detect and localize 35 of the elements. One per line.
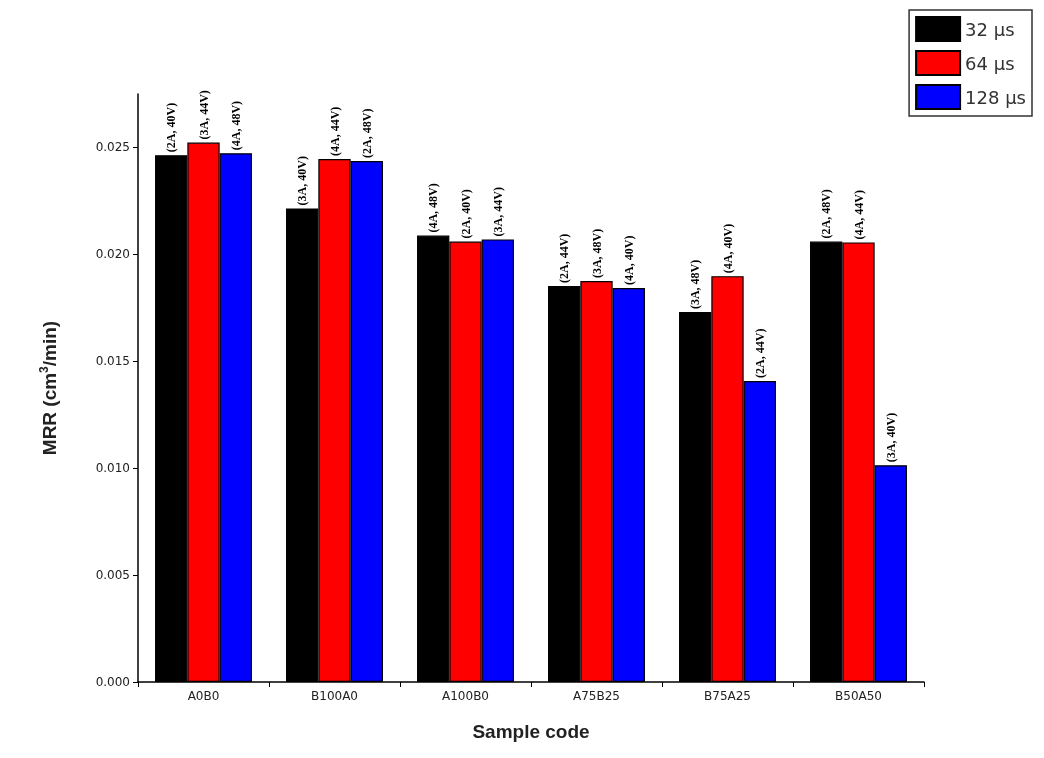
data-label: (2A, 44V) [557,233,572,284]
y-tick-label: 0.005 [95,568,130,583]
data-label: (2A, 40V) [458,189,473,239]
y-tick-label: 0.010 [95,461,130,476]
data-label: (4A, 40V) [621,235,636,285]
data-label: (3A, 44V) [196,90,211,140]
legend-label: 32 µs [965,18,1015,40]
y-tick-label: 0.025 [95,140,130,155]
x-tick-label: B50A50 [835,689,882,703]
data-label: (4A, 44V) [851,190,866,240]
data-label: (4A, 44V) [327,106,342,156]
data-label: (2A, 48V) [819,189,834,239]
data-label: (4A, 48V) [426,183,441,233]
x-tick-label: B75A25 [704,689,751,703]
data-label: (3A, 48V) [688,259,703,310]
legend-label: 128 µs [965,86,1027,108]
data-label: (4A, 48V) [228,100,243,151]
x-tick-label: A75B25 [573,689,620,703]
legend-label: 64 µs [965,52,1015,74]
data-label: (3A, 40V) [295,156,310,206]
x-tick-label: B100A0 [311,689,358,703]
y-tick-label: 0.000 [95,675,130,689]
data-label: (2A, 40V) [164,102,179,153]
y-tick-label: 0.020 [95,247,130,262]
data-label: (3A, 44V) [490,187,505,237]
x-tick-label: A100B0 [442,689,489,703]
data-label: (3A, 40V) [883,412,898,463]
data-label: (2A, 48V) [359,108,374,158]
x-axis-title: Sample code [472,721,590,742]
y-axis-title: MRR (cm3/min) [37,320,60,456]
x-tick-label: A0B0 [187,689,220,703]
y-tick-label: 0.015 [95,354,130,369]
data-label: (2A, 44V) [752,328,767,378]
data-label: (3A, 48V) [589,228,604,279]
data-label: (4A, 40V) [720,223,735,274]
